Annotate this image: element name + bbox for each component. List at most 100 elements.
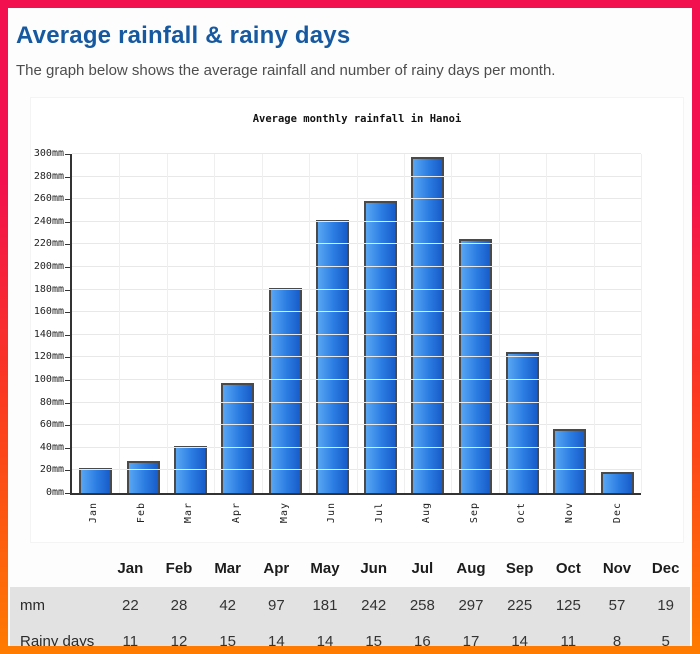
y-axis-tick <box>65 199 70 201</box>
x-label-slot: Dec <box>593 502 641 523</box>
x-axis-month-label: Jun <box>326 502 338 524</box>
bar-slot <box>499 154 546 493</box>
rainfall-chart: Average monthly rainfall in Hanoi 0mm 20m… <box>30 97 684 543</box>
rainfall-bar <box>79 468 113 493</box>
y-axis-tick-label: 260mm <box>33 193 64 205</box>
gridline-horizontal <box>72 153 641 154</box>
table-value-cell: 11 <box>544 623 593 646</box>
table-row-label: Rainy days <box>10 623 106 646</box>
x-label-slot: Jun <box>308 502 356 523</box>
table-header-cell: Sep <box>495 550 544 587</box>
y-axis-tick <box>65 493 70 494</box>
bar-slot <box>167 154 214 493</box>
table-value-cell: 17 <box>446 623 496 646</box>
chart-title: Average monthly rainfall in Hanoi <box>252 113 462 125</box>
table-header-cell: Mar <box>203 550 252 587</box>
x-label-slot: Nov <box>546 502 594 523</box>
table-header-cell: Jul <box>398 550 447 587</box>
table-row-label: mm <box>10 587 106 623</box>
bar-slot <box>119 154 166 493</box>
table-value-cell: 297 <box>446 587 496 623</box>
x-axis-month-label: Apr <box>231 502 243 524</box>
y-axis-tick <box>65 470 70 472</box>
y-axis-tick-label: 80mm <box>39 396 64 408</box>
chart-x-axis-labels: Jan Feb Mar Apr May Jun Jul Aug Sep Oct Nov Dec <box>70 502 641 523</box>
y-axis-tick <box>65 425 70 427</box>
table-value-cell: 15 <box>349 623 398 646</box>
gridline-vertical <box>498 154 500 493</box>
table-value-cell: 181 <box>300 587 350 623</box>
y-axis-tick-label: 120mm <box>33 351 64 363</box>
table-value-cell: 14 <box>252 623 301 646</box>
rainfall-bar <box>363 201 397 493</box>
table-value-cell: 225 <box>495 587 544 623</box>
y-axis-tick-label: 220mm <box>33 238 64 250</box>
table-value-cell: 97 <box>252 587 301 623</box>
gridline-vertical <box>214 154 216 493</box>
table-header-cell: Dec <box>641 550 690 587</box>
y-axis-tick <box>65 289 70 291</box>
y-axis-tick <box>65 380 70 382</box>
table-header-cell: May <box>300 550 350 587</box>
x-label-slot: Jan <box>70 502 118 523</box>
table-value-cell: 125 <box>544 587 593 623</box>
y-axis-tick-label: 20mm <box>39 464 64 476</box>
x-label-slot: May <box>260 502 308 523</box>
bar-slot <box>546 154 593 493</box>
x-label-slot: Oct <box>498 502 546 523</box>
gridline-vertical <box>261 154 263 493</box>
bar-slot <box>357 154 404 493</box>
table-value-cell: 57 <box>592 587 642 623</box>
gridline-vertical <box>166 154 168 493</box>
y-axis-tick <box>65 402 70 404</box>
table-value-cell: 8 <box>592 623 642 646</box>
x-label-slot: Aug <box>403 502 451 523</box>
table-value-cell: 258 <box>398 587 447 623</box>
page-content: Average rainfall & rainy days The graph … <box>8 8 692 646</box>
table-header-cell: Apr <box>252 550 301 587</box>
bar-slot <box>404 154 451 493</box>
gridline-vertical <box>356 154 358 493</box>
table-header-cell: Jun <box>349 550 398 587</box>
table-header-cell <box>10 550 106 587</box>
table-header-cell: Feb <box>154 550 204 587</box>
table-value-cell: 11 <box>106 623 155 646</box>
table-value-cell: 14 <box>300 623 350 646</box>
gridline-vertical <box>546 154 548 493</box>
table-header-cell: Nov <box>592 550 642 587</box>
y-axis-tick-label: 240mm <box>33 215 64 227</box>
x-axis-month-label: Nov <box>564 502 576 524</box>
y-axis-tick-label: 40mm <box>39 441 64 453</box>
x-axis-month-label: Oct <box>516 502 528 524</box>
y-axis-tick-label: 0mm <box>45 487 64 498</box>
gridline-vertical <box>451 154 453 493</box>
y-axis-tick <box>65 334 70 336</box>
x-axis-month-label: Jul <box>373 502 385 524</box>
bar-slot <box>309 154 356 493</box>
rainfall-bar <box>411 157 445 493</box>
rainfall-bar <box>458 238 492 493</box>
table-value-cell: 42 <box>203 587 252 623</box>
table-value-cell: 22 <box>106 587 155 623</box>
y-axis-tick <box>65 447 70 449</box>
x-label-slot: Apr <box>213 502 261 523</box>
table-value-cell: 242 <box>349 587 398 623</box>
y-axis-tick <box>65 267 70 269</box>
page-subtitle: The graph below shows the average rainfa… <box>16 62 556 79</box>
y-axis-tick-label: 200mm <box>33 261 64 273</box>
gridline-vertical <box>403 154 405 493</box>
y-axis-tick-label: 100mm <box>33 374 64 386</box>
table-value-cell: 28 <box>154 587 204 623</box>
rainfall-table: Jan Feb Mar Apr May Jun Jul Aug Sep Oct Nov Dec mm 22… <box>10 550 690 646</box>
x-label-slot: Jul <box>355 502 403 523</box>
gridline-vertical <box>593 154 595 493</box>
y-axis-tick <box>65 221 70 223</box>
y-axis-tick-label: 280mm <box>33 170 64 182</box>
y-axis-tick <box>65 154 70 155</box>
y-axis-tick <box>65 244 70 246</box>
y-axis-tick <box>65 357 70 359</box>
gridline-vertical <box>119 154 121 493</box>
table-value-cell: 15 <box>203 623 252 646</box>
bar-slot <box>72 154 119 493</box>
